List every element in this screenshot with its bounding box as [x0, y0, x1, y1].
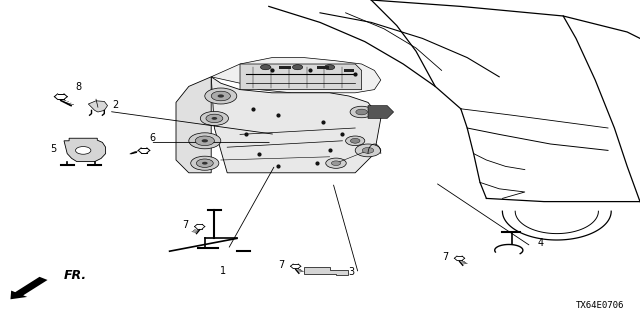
- Bar: [344, 69, 354, 72]
- Circle shape: [332, 161, 340, 165]
- Circle shape: [218, 94, 224, 98]
- Bar: [279, 66, 291, 69]
- Text: 2: 2: [113, 100, 119, 110]
- Circle shape: [196, 159, 213, 167]
- Circle shape: [350, 138, 360, 143]
- FancyArrow shape: [10, 277, 47, 299]
- Polygon shape: [64, 138, 106, 162]
- Polygon shape: [304, 267, 348, 275]
- Text: 7: 7: [442, 252, 448, 262]
- Text: 4: 4: [538, 238, 544, 248]
- Circle shape: [205, 88, 237, 104]
- Circle shape: [350, 106, 373, 118]
- Circle shape: [191, 156, 219, 170]
- Circle shape: [292, 65, 303, 70]
- Circle shape: [326, 158, 346, 168]
- Circle shape: [356, 109, 367, 115]
- Polygon shape: [88, 101, 108, 112]
- Circle shape: [212, 117, 217, 120]
- Circle shape: [189, 133, 221, 149]
- Circle shape: [206, 114, 223, 123]
- Circle shape: [202, 162, 207, 164]
- Circle shape: [362, 148, 374, 153]
- Text: 1: 1: [220, 266, 226, 276]
- Polygon shape: [211, 58, 381, 93]
- Circle shape: [195, 136, 214, 146]
- Polygon shape: [176, 77, 211, 173]
- Text: 7: 7: [278, 260, 284, 270]
- Polygon shape: [211, 77, 381, 173]
- Polygon shape: [240, 64, 362, 90]
- Circle shape: [76, 147, 91, 154]
- Circle shape: [211, 91, 230, 101]
- Circle shape: [355, 144, 381, 157]
- Text: 8: 8: [75, 82, 81, 92]
- Text: 7: 7: [182, 220, 188, 230]
- Text: 3: 3: [349, 267, 355, 277]
- Circle shape: [202, 139, 208, 142]
- Text: 5: 5: [50, 144, 56, 154]
- Bar: [317, 66, 329, 69]
- Circle shape: [324, 65, 335, 70]
- Text: 6: 6: [149, 133, 156, 143]
- Polygon shape: [368, 106, 394, 118]
- Text: TX64E0706: TX64E0706: [575, 301, 624, 310]
- Circle shape: [200, 111, 228, 125]
- Text: FR.: FR.: [64, 269, 87, 282]
- Circle shape: [346, 136, 365, 146]
- Circle shape: [260, 65, 271, 70]
